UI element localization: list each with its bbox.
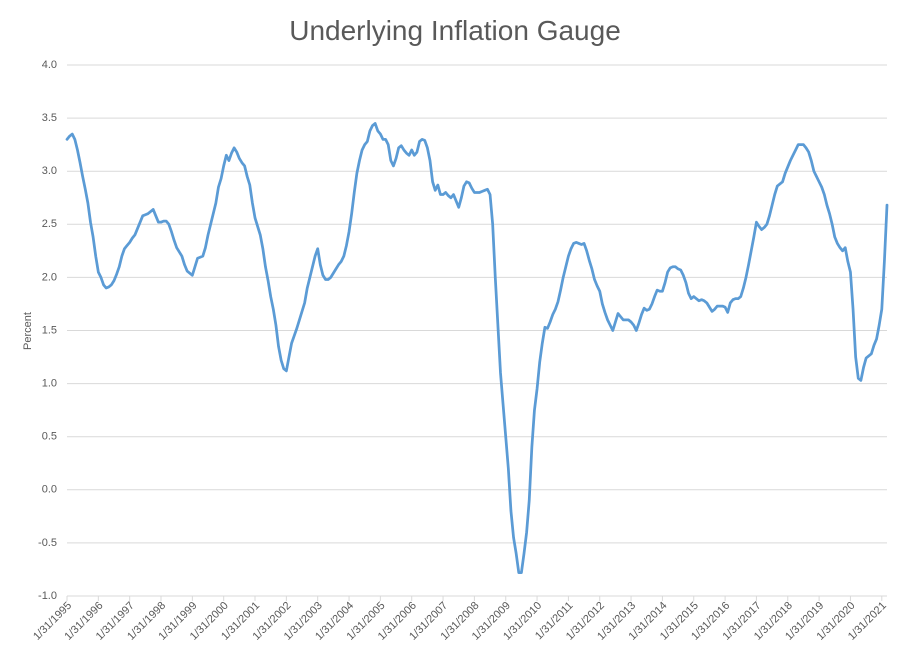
y-tick-label: -0.5 [38, 537, 57, 549]
y-tick-label: 1.5 [42, 324, 57, 336]
y-axis-label: Percent [22, 312, 34, 350]
y-tick-label: 4.0 [42, 59, 57, 71]
y-tick-label: -1.0 [38, 590, 57, 602]
y-tick-label: 3.0 [42, 165, 57, 177]
chart-title: Underlying Inflation Gauge [289, 15, 621, 46]
y-tick-label: 2.0 [42, 271, 57, 283]
y-tick-label: 3.5 [42, 112, 57, 124]
y-tick-label: 2.5 [42, 218, 57, 230]
y-tick-label: 0.0 [42, 484, 57, 496]
y-tick-label: 0.5 [42, 431, 57, 443]
data-line [65, 122, 889, 575]
y-tick-label: 1.0 [42, 378, 57, 390]
